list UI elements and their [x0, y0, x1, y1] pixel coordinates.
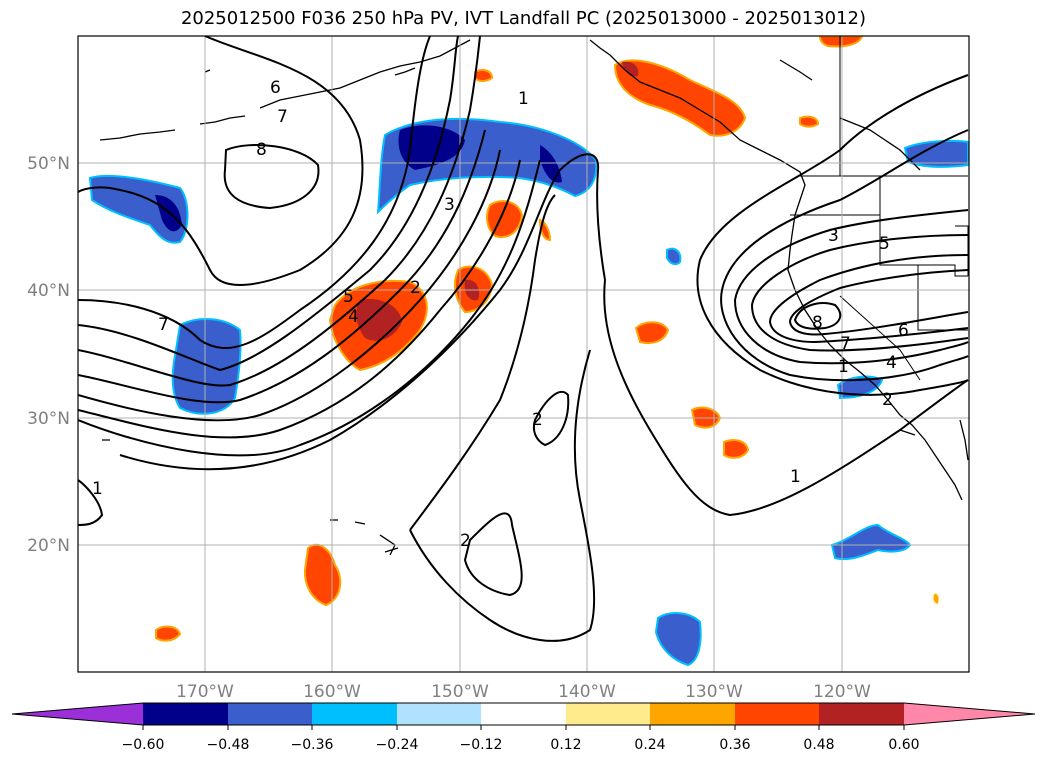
- colorbar-tick-label: −0.36: [291, 737, 334, 753]
- lat-label-30n: 30°N: [27, 409, 70, 429]
- contour-label: 6: [898, 321, 909, 341]
- contour-label: 1: [518, 89, 529, 109]
- map-title: 2025012500 F036 250 hPa PV, IVT Landfall…: [180, 8, 867, 29]
- contour-label: 4: [348, 307, 359, 327]
- longitude-labels: 170°W 160°W 150°W 140°W 130°W 120°W: [176, 682, 871, 702]
- colorbar-tick-label: 0.24: [634, 737, 665, 753]
- lon-label-170w: 170°W: [176, 682, 234, 702]
- contour-label: 1: [838, 357, 849, 377]
- negative-anomaly-shading: [88, 117, 969, 667]
- contour-label: 1: [790, 467, 801, 487]
- lon-label-140w: 140°W: [558, 682, 616, 702]
- lon-label-150w: 150°W: [431, 682, 489, 702]
- contour-label: 7: [840, 334, 851, 354]
- colorbar-tick-label: 0.12: [550, 737, 581, 753]
- colorbar-segment: [650, 703, 735, 725]
- coastlines: [99, 39, 969, 556]
- contour-label: 4: [886, 353, 897, 373]
- lon-label-160w: 160°W: [303, 682, 361, 702]
- lon-label-130w: 130°W: [685, 682, 743, 702]
- latitude-labels: 50°N 40°N 30°N 20°N: [27, 154, 70, 556]
- contour-label: 2: [882, 390, 893, 410]
- contour-label: 7: [277, 107, 288, 127]
- gridlines: [78, 36, 969, 672]
- contour-label: 2: [410, 278, 421, 298]
- lat-label-40n: 40°N: [27, 281, 70, 301]
- contour-label: 2: [460, 531, 471, 551]
- colorbar-segment: [566, 703, 650, 725]
- contour-label: 5: [879, 234, 890, 254]
- colorbar-extend-high: [904, 703, 1035, 725]
- colorbar: −0.60 −0.48 −0.36 −0.24 −0.12 0.12 0.24 …: [11, 702, 1036, 753]
- map-frame: [77, 35, 970, 673]
- colorbar-tick-label: −0.60: [122, 737, 165, 753]
- colorbar-segment: [481, 703, 566, 725]
- ivt-contours: [78, 36, 969, 642]
- colorbar-ticks: [142, 725, 905, 730]
- colorbar-segment: [143, 703, 228, 725]
- colorbar-segment: [397, 703, 481, 725]
- colorbar-tick-label: −0.48: [207, 737, 250, 753]
- colorbar-segment: [735, 703, 819, 725]
- colorbar-segment: [312, 703, 397, 725]
- colorbar-tick-label: 0.60: [888, 737, 919, 753]
- colorbar-segment: [228, 703, 312, 725]
- contour-label: 8: [256, 140, 267, 160]
- colorbar-tick-label: 0.36: [719, 737, 750, 753]
- colorbar-tick-label: −0.24: [376, 737, 419, 753]
- contour-label-group: 6 7 8 1 3 2 5 4 7 2 2 1 1 3 5 8 7 6 4 2 …: [92, 78, 909, 551]
- lat-label-20n: 20°N: [27, 536, 70, 556]
- colorbar-tick-label: 0.48: [803, 737, 834, 753]
- lon-label-120w: 120°W: [813, 682, 871, 702]
- colorbar-segment: [819, 703, 904, 725]
- contour-label: 7: [158, 315, 169, 335]
- contour-label: 8: [812, 313, 823, 333]
- contour-label: 1: [92, 479, 103, 499]
- lat-label-50n: 50°N: [27, 154, 70, 174]
- contour-label: 3: [828, 226, 839, 246]
- colorbar-tick-label: −0.12: [460, 737, 503, 753]
- contour-label: 5: [343, 287, 354, 307]
- contour-label: 2: [532, 410, 543, 430]
- contour-label: 6: [270, 78, 281, 98]
- colorbar-extend-low: [12, 703, 143, 725]
- contour-label: 3: [444, 195, 455, 215]
